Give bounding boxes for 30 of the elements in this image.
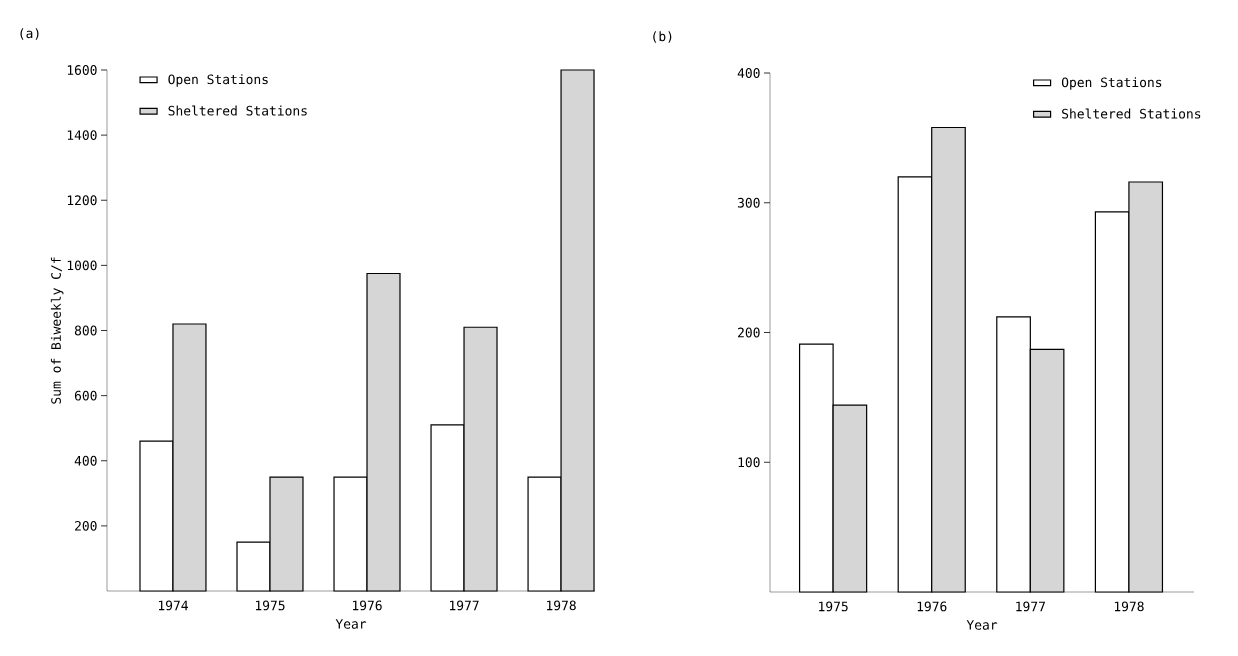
y-tick-label: 100: [738, 457, 760, 468]
x-tick-label: 1976: [917, 601, 947, 612]
x-axis-title: Year: [335, 619, 367, 629]
x-axis-title: Year: [966, 620, 998, 630]
y-tick-label: 200: [738, 327, 760, 338]
y-tick-label: 600: [74, 390, 97, 401]
x-tick-label: 1975: [819, 601, 848, 612]
y-tick-label: 1000: [67, 260, 97, 271]
x-tick-label: 1977: [1016, 601, 1045, 612]
y-tick-label: 200: [75, 520, 97, 531]
y-tick-label: 1600: [67, 65, 97, 75]
y-tick-label: 1400: [67, 130, 97, 141]
y-tick-label: 400: [737, 68, 760, 78]
y-tick-label: 400: [74, 455, 97, 466]
x-tick-label: 1977: [450, 600, 479, 611]
chart-title: (a): [20, 28, 39, 40]
x-tick-label: 1978: [547, 600, 576, 611]
x-tick-label: 1974: [158, 600, 188, 611]
legend-label: Sheltered Stations: [168, 105, 307, 116]
y-tick-label: 800: [74, 325, 97, 336]
x-tick-label: 1976: [352, 600, 382, 611]
legend-label: Open Stations: [168, 74, 268, 87]
y-tick-label: 1200: [67, 195, 97, 206]
text: (b): [653, 31, 672, 43]
y-axis-title: Sum of Biweekly C/f: [50, 257, 64, 404]
x-tick-label: 1978: [1114, 601, 1144, 612]
legend-label: Sheltered Stations: [1062, 108, 1201, 119]
x-tick-label: 1975: [255, 600, 285, 611]
legend-label: Open Stations: [1061, 77, 1162, 90]
y-tick-label: 300: [737, 197, 760, 208]
